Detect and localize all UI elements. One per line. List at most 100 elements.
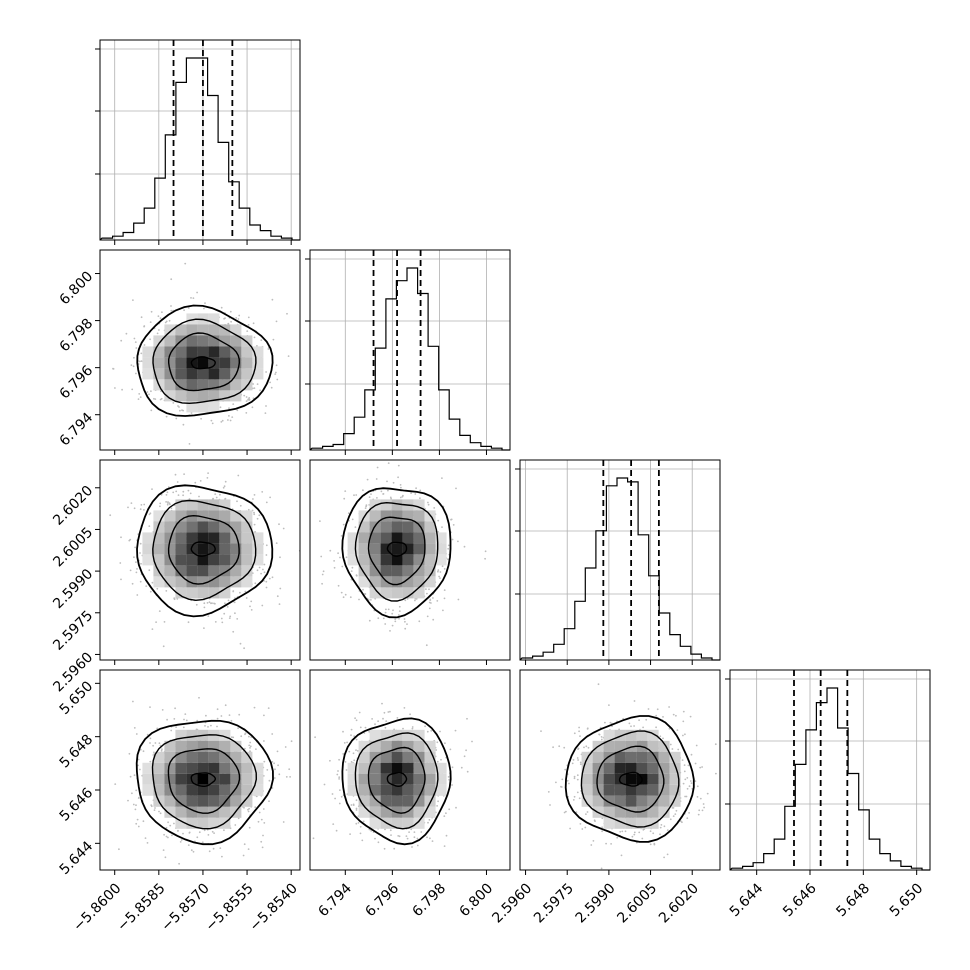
scatter-point (447, 776, 450, 778)
scatter-point (196, 836, 199, 839)
density-cell (219, 806, 231, 818)
density-cell (241, 543, 253, 555)
panel-content (109, 472, 300, 650)
scatter-point (131, 582, 134, 585)
scatter-point (352, 752, 355, 755)
density-cell (219, 510, 231, 522)
contour-2 (167, 748, 241, 814)
scatter-point (231, 416, 234, 418)
density-cell (369, 762, 381, 774)
scatter-point (134, 546, 137, 549)
scatter-point (135, 571, 138, 574)
panel-content (312, 702, 473, 850)
density-cell (175, 784, 187, 796)
scatter-point (375, 478, 378, 480)
scatter-point (398, 835, 401, 838)
contour-0 (136, 484, 274, 618)
scatter-point (397, 835, 400, 837)
density-cell (175, 521, 187, 533)
scatter-point (132, 299, 134, 301)
density-cell (197, 806, 209, 818)
scatter-point (259, 389, 261, 392)
density-cell (186, 335, 198, 347)
density-cell (219, 576, 231, 588)
density-cell (186, 576, 198, 588)
scatter-point (355, 809, 358, 811)
scatter-point (236, 618, 239, 620)
density-cell (197, 543, 209, 555)
scatter-point (160, 749, 163, 752)
scatter-point (387, 462, 390, 464)
density-cell (175, 390, 187, 402)
histogram-step (99, 57, 300, 241)
scatter-point (448, 808, 451, 811)
density-cell (219, 751, 231, 763)
scatter-point (171, 834, 173, 837)
density-cell (175, 543, 187, 555)
scatter-point (437, 531, 439, 533)
density-cell (186, 817, 198, 829)
density-cell (241, 510, 253, 522)
scatter-point (144, 837, 147, 839)
panel-frame (99, 249, 301, 451)
scatter-point (465, 749, 467, 752)
scatter-point (285, 776, 288, 778)
scatter-point (359, 726, 362, 729)
density-cell (208, 751, 220, 763)
density-cell (252, 543, 264, 555)
scatter-point (224, 602, 226, 605)
scatter-point (127, 799, 129, 802)
panel-frame (99, 669, 301, 871)
scatter-point (188, 443, 191, 445)
density-cell (380, 762, 392, 774)
scatter-point (174, 473, 177, 476)
scatter-point (232, 403, 235, 405)
scatter-point (365, 505, 367, 508)
scatter-point (454, 729, 457, 732)
scatter-point (255, 795, 258, 798)
density-cell (186, 554, 198, 566)
scatter-point (158, 742, 161, 745)
density-cell (391, 576, 403, 588)
density-cell (175, 357, 187, 369)
scatter-point (445, 834, 448, 837)
density-cell (402, 576, 414, 588)
scatter-point (146, 391, 149, 393)
scatter-point (387, 489, 389, 492)
density-cell (153, 510, 165, 522)
scatter-point (370, 493, 372, 495)
scatter-point (247, 810, 250, 813)
scatter-point (229, 615, 232, 618)
scatter-point (150, 409, 153, 412)
scatter-point (413, 831, 416, 833)
scatter-point (662, 737, 664, 740)
scatter-point (138, 393, 141, 395)
density-cell (219, 521, 231, 533)
density-cell (369, 773, 381, 785)
density-cell (402, 521, 414, 533)
scatter-point (164, 856, 167, 859)
scatter-point (389, 496, 392, 499)
scatter-point (185, 719, 188, 722)
density-cell (197, 751, 209, 763)
scatter-point (237, 727, 240, 730)
scatter-point (238, 713, 241, 716)
scatter-point (289, 776, 291, 778)
scatter-point (140, 360, 143, 362)
scatter-point (172, 402, 175, 404)
scatter-point (158, 610, 161, 612)
scatter-point (406, 598, 409, 600)
scatter-point (220, 421, 223, 423)
density-cell (164, 543, 176, 555)
scatter-point (274, 373, 277, 375)
scatter-point (136, 818, 139, 821)
scatter-point (183, 309, 186, 312)
density-cell (402, 740, 414, 752)
histogram-panel-1 (305, 249, 511, 451)
scatter-point (175, 726, 178, 728)
density-cell (153, 532, 165, 544)
scatter-point (353, 759, 356, 762)
scatter-point (182, 494, 185, 497)
scatter-point (208, 850, 211, 853)
scatter-point (341, 565, 344, 568)
